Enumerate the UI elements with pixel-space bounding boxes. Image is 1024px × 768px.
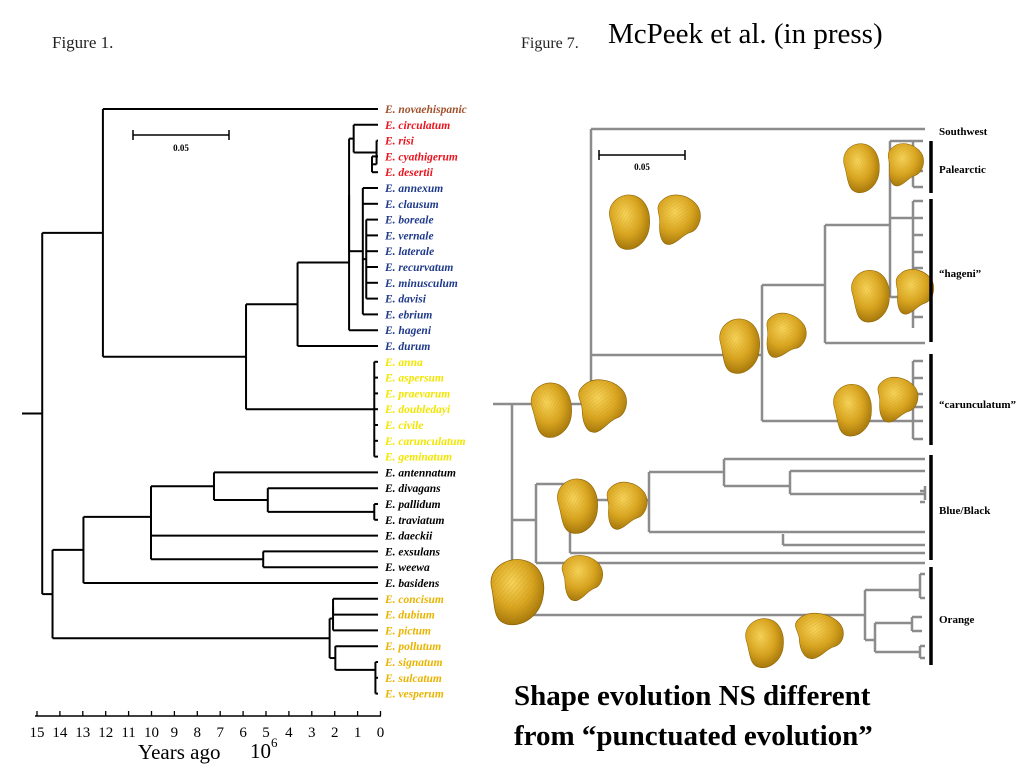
- taxon-label: E. exsulans: [384, 546, 440, 558]
- axis-tick-label: 15: [30, 725, 45, 741]
- figure7-label: Figure 7.: [521, 35, 579, 52]
- taxon-label: E. doubledayi: [384, 404, 451, 416]
- wing-shape-rendering: [877, 376, 919, 423]
- taxon-label: E. daeckii: [384, 531, 433, 543]
- axis-tick-label: 7: [216, 725, 224, 741]
- wing-shape-rendering: [530, 382, 572, 438]
- taxon-label: E. desertii: [384, 167, 434, 179]
- taxon-label: E. davisi: [384, 294, 427, 306]
- taxon-label: E. annexum: [384, 183, 443, 195]
- taxon-label: E. laterale: [384, 246, 434, 258]
- taxon-label: E. cyathigerum: [384, 151, 458, 163]
- taxon-label: E. concisum: [384, 594, 444, 606]
- taxon-label: E. vernale: [384, 230, 434, 242]
- taxon-label: E. novaehispanic: [384, 104, 467, 116]
- taxon-label: E. durum: [384, 341, 430, 353]
- caption-line-1: Shape evolution NS different: [514, 680, 871, 712]
- figure1-axis-unit: 10: [250, 739, 271, 763]
- axis-tick-label: 14: [52, 725, 68, 741]
- wing-shape-rendering: [843, 143, 880, 193]
- wing-shape-rendering: [490, 559, 545, 626]
- wing-shape-rendering: [833, 384, 872, 437]
- wing-shape-rendering: [795, 612, 844, 659]
- figure1-axis-unit-exponent: 6: [271, 735, 278, 750]
- taxon-label: E. ebrium: [384, 309, 432, 321]
- axis-tick-label: 1: [354, 725, 362, 741]
- axis-tick-label: 9: [171, 725, 179, 741]
- wing-shape-rendering: [887, 143, 924, 187]
- figure1-scale-bar-label: 0.05: [173, 143, 189, 153]
- taxon-label: E. civile: [384, 420, 423, 432]
- wing-shape-rendering: [895, 269, 935, 315]
- taxon-label: E. clausum: [384, 199, 439, 211]
- figure7-clade-brackets: Southwest Palearctic “hageni” “carunculatum…: [929, 126, 1016, 665]
- taxon-label: E. recurvatum: [384, 262, 453, 274]
- wing-shape-rendering: [561, 555, 603, 601]
- figure7-scale-bar: 0.05: [598, 150, 686, 172]
- taxon-label: E. pictum: [384, 625, 431, 637]
- taxon-label: E. geminatum: [384, 452, 452, 464]
- taxon-label: E. circulatum: [384, 120, 450, 132]
- figure1-tree-branches: [22, 108, 378, 695]
- taxon-label: E. vesperum: [384, 689, 444, 701]
- taxon-label: E. traviatum: [384, 515, 444, 527]
- taxon-label: E. carunculatum: [384, 436, 466, 448]
- taxon-label: E. risi: [384, 136, 415, 148]
- axis-tick-label: 2: [331, 725, 339, 741]
- taxon-label: E. hageni: [384, 325, 432, 337]
- axis-tick-label: 5: [262, 725, 270, 741]
- axis-tick-label: 12: [98, 725, 113, 741]
- axis-tick-label: 13: [75, 725, 90, 741]
- figure1-axis-label: Years ago: [138, 740, 220, 764]
- figure7-tree-branches: [493, 127, 927, 660]
- taxon-label: E. minusculum: [384, 278, 458, 290]
- taxon-label: E. boreale: [384, 215, 434, 227]
- caption-line-2: from “punctuated evolution”: [514, 720, 873, 752]
- taxon-label: E. divagans: [384, 483, 441, 495]
- slide-caption: Shape evolution NS different from “punct…: [514, 676, 873, 756]
- axis-tick-label: 6: [239, 725, 247, 741]
- wing-shape-rendering: [609, 194, 650, 250]
- wing-shape-rendering: [719, 318, 760, 374]
- taxon-label: E. pollutum: [384, 641, 441, 653]
- axis-tick-label: 11: [121, 725, 135, 741]
- citation-title: McPeek et al. (in press): [608, 18, 883, 50]
- axis-tick-label: 4: [285, 725, 293, 741]
- clade-label: “carunculatum”: [939, 399, 1016, 411]
- wing-shape-rendering: [851, 270, 890, 323]
- taxon-label: E. antennatum: [384, 467, 456, 479]
- clade-label: Southwest: [939, 126, 988, 138]
- taxon-label: E. praevarum: [384, 388, 450, 400]
- wing-shape-rendering: [606, 481, 648, 530]
- taxon-label: E. anna: [384, 357, 423, 369]
- wing-shape-rendering: [657, 194, 701, 245]
- taxon-label: E. weewa: [384, 562, 430, 574]
- wing-shape-rendering: [745, 618, 784, 668]
- wing-shape-rendering: [557, 478, 598, 534]
- taxon-label: E. sulcatum: [384, 673, 442, 685]
- axis-tick-label: 3: [308, 725, 316, 741]
- clade-label: Orange: [939, 614, 975, 626]
- figure1-time-axis: 15 14 13 12 11 10 9 8 7 6 5 4 3 2 1 0: [30, 711, 385, 741]
- axis-tick-label: 0: [377, 725, 385, 741]
- clade-label: Blue/Black: [939, 505, 991, 517]
- taxon-label: E. basidens: [384, 578, 440, 590]
- figure1-taxon-labels: E. novaehispanic E. circulatum E. risi E. c…: [384, 104, 467, 701]
- axis-tick-label: 8: [194, 725, 202, 741]
- taxon-label: E. dubium: [384, 610, 435, 622]
- taxon-label: E. pallidum: [384, 499, 441, 511]
- clade-label: Palearctic: [939, 164, 986, 176]
- figure7-shape-renderings: [490, 143, 935, 668]
- figure7-scale-bar-label: 0.05: [634, 162, 650, 172]
- figure1-label: Figure 1.: [52, 33, 114, 52]
- clade-label: “hageni”: [939, 268, 981, 280]
- wing-shape-rendering: [578, 379, 627, 433]
- taxon-label: E. aspersum: [384, 373, 444, 385]
- wing-shape-rendering: [766, 312, 807, 358]
- axis-tick-label: 10: [144, 725, 159, 741]
- taxon-label: E. signatum: [384, 657, 443, 669]
- figure1-scale-bar: 0.05: [132, 130, 230, 153]
